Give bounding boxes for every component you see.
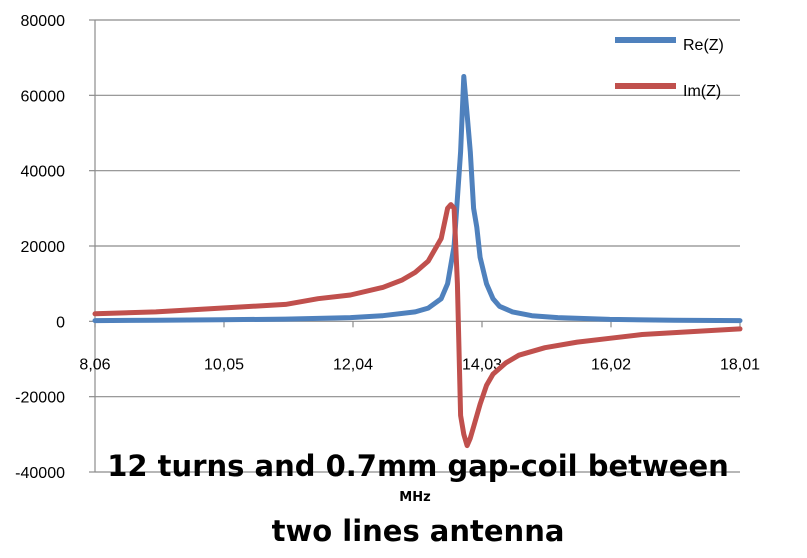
legend: Re(Z) Im(Z) — [615, 37, 724, 100]
x-tick-label: 8,06 — [79, 356, 110, 373]
y-tick-label: 40000 — [21, 164, 66, 181]
chart-title-line-1: 12 turns and 0.7mm gap-coil between — [107, 449, 729, 483]
x-tick-label: 18,01 — [720, 356, 760, 373]
y-tick-labels: -40000 -20000 0 20000 40000 60000 80000 — [15, 13, 65, 482]
legend-label-0: Re(Z) — [683, 37, 724, 54]
y-tick-label: 80000 — [21, 13, 66, 30]
series-line-im — [92, 202, 743, 449]
legend-label-1: Im(Z) — [683, 83, 721, 100]
x-tick-label: 16,02 — [591, 356, 631, 373]
chart-title-line-2: two lines antenna — [272, 514, 565, 548]
x-tick-label: 12,04 — [333, 356, 373, 373]
y-tick-label: -40000 — [15, 465, 65, 482]
y-tick-label: -20000 — [15, 390, 65, 407]
x-tick-label: 10,05 — [204, 356, 244, 373]
y-tick-label: 20000 — [21, 239, 66, 256]
series-lines — [92, 74, 743, 449]
grid-lines — [95, 19, 740, 473]
y-tick-label: 60000 — [21, 88, 66, 105]
y-tick-label: 0 — [56, 314, 65, 331]
series-line-re — [92, 74, 743, 324]
x-axis-label: MHz — [399, 490, 430, 505]
x-tick-label: 14,03 — [462, 356, 502, 373]
x-tick-labels: 8,06 10,05 12,04 14,03 16,02 18,01 — [79, 356, 760, 373]
